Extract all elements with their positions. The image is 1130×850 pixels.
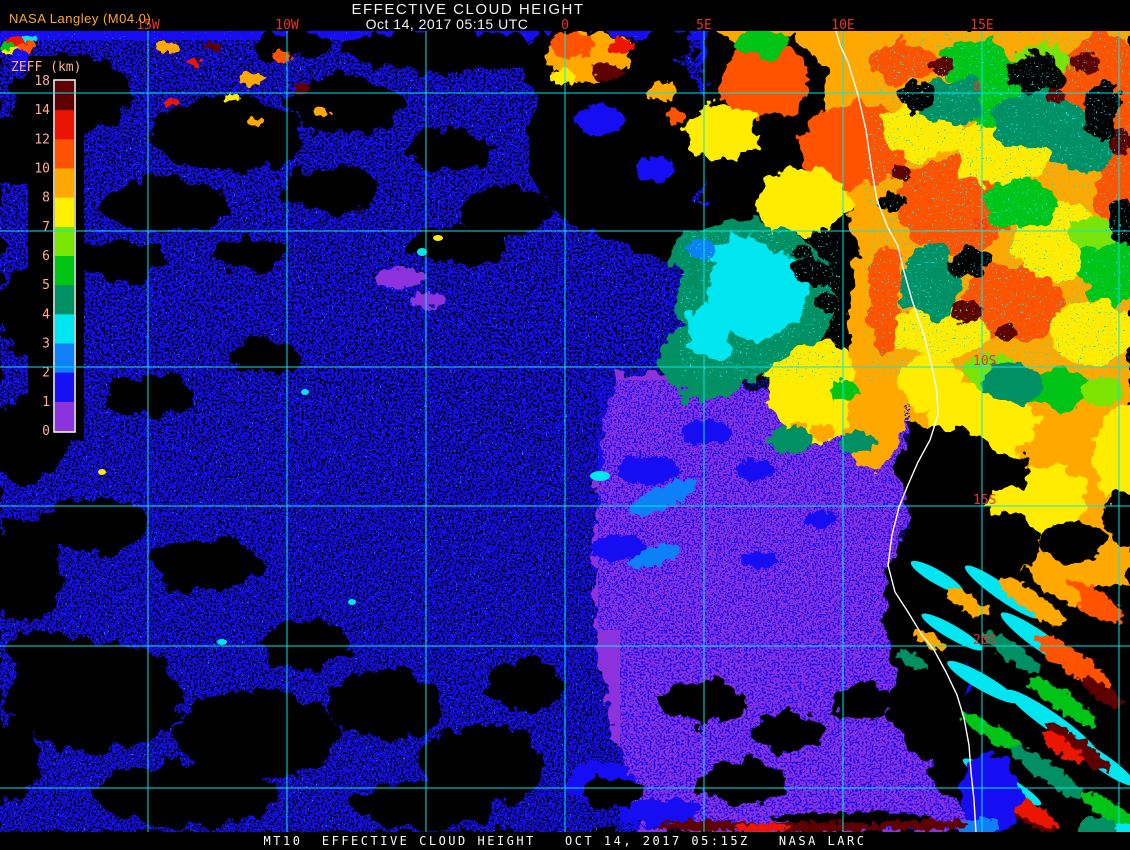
lat-label-5S: 5S: [973, 218, 989, 233]
credit-text: NASA Langley (M04.0): [9, 11, 152, 26]
lat-label-20S: 20S: [973, 633, 996, 648]
lon-label-15W: 15W: [136, 18, 160, 33]
footer-bar: MT10 EFFECTIVE CLOUD HEIGHT OCT 14, 2017…: [0, 832, 1130, 850]
colorbar-segment-6-7: [55, 226, 74, 257]
footer-text: MT10 EFFECTIVE CLOUD HEIGHT OCT 14, 2017…: [263, 834, 867, 848]
lon-label-5E: 5E: [696, 18, 712, 33]
coastline: [835, 30, 977, 834]
colorbar-tick-4: 4: [42, 307, 50, 322]
colorbar-segment-7-8: [55, 197, 74, 228]
colorbar-border: [53, 79, 76, 433]
colorbar-tick-3: 3: [42, 337, 50, 352]
colorbar-segment-3-4: [55, 314, 74, 344]
colorbar-segment-4-5: [55, 285, 74, 315]
colorbar-tick-5: 5: [42, 278, 50, 293]
page-title: EFFECTIVE CLOUD HEIGHT: [351, 1, 585, 18]
lon-label-10E: 10E: [831, 18, 854, 33]
cloud-field: [0, 31, 1130, 833]
colorbar-segment-12-14: [55, 110, 74, 140]
colorbar-segment-14-18: [55, 81, 74, 111]
colorbar-title: ZEFF (km): [11, 60, 81, 75]
datetime-text: Oct 14, 2017 05:15 UTC: [365, 16, 529, 32]
colorbar-tick-10: 10: [34, 162, 50, 177]
lon-label-0: 0: [561, 18, 569, 33]
colorbar-tick-6: 6: [42, 249, 50, 264]
lat-label-0: 0: [973, 80, 981, 95]
colorbar-segment-8-10: [55, 168, 74, 199]
graticule-labels: 15W 10W 0 5E 10E 15E 0 5S 10S 15S 20S: [136, 18, 996, 648]
colorbar-tick-1: 1: [42, 395, 50, 410]
colorbar-segment-5-6: [55, 256, 74, 286]
lon-label-15E: 15E: [970, 18, 993, 33]
colorbar-tick-7: 7: [42, 220, 50, 235]
colorbar-segment-10-12: [55, 139, 74, 169]
graticule: [0, 31, 1130, 833]
lat-label-15S: 15S: [973, 493, 996, 508]
colorbar-segment-2-3: [55, 343, 74, 374]
colorbar-tick-8: 8: [42, 191, 50, 206]
colorbar-segment-0-1: [55, 401, 74, 432]
colorbar-tick-12: 12: [34, 132, 50, 147]
colorbar-tick-14: 14: [34, 103, 50, 118]
colorbar-tick-2: 2: [42, 366, 50, 381]
lat-label-10S: 10S: [973, 354, 996, 369]
lon-label-10W: 10W: [275, 18, 299, 33]
colorbar-tick-18: 18: [34, 74, 50, 89]
colorbar-tick-0: 0: [42, 424, 50, 439]
colorbar-segment-1-2: [55, 372, 74, 403]
